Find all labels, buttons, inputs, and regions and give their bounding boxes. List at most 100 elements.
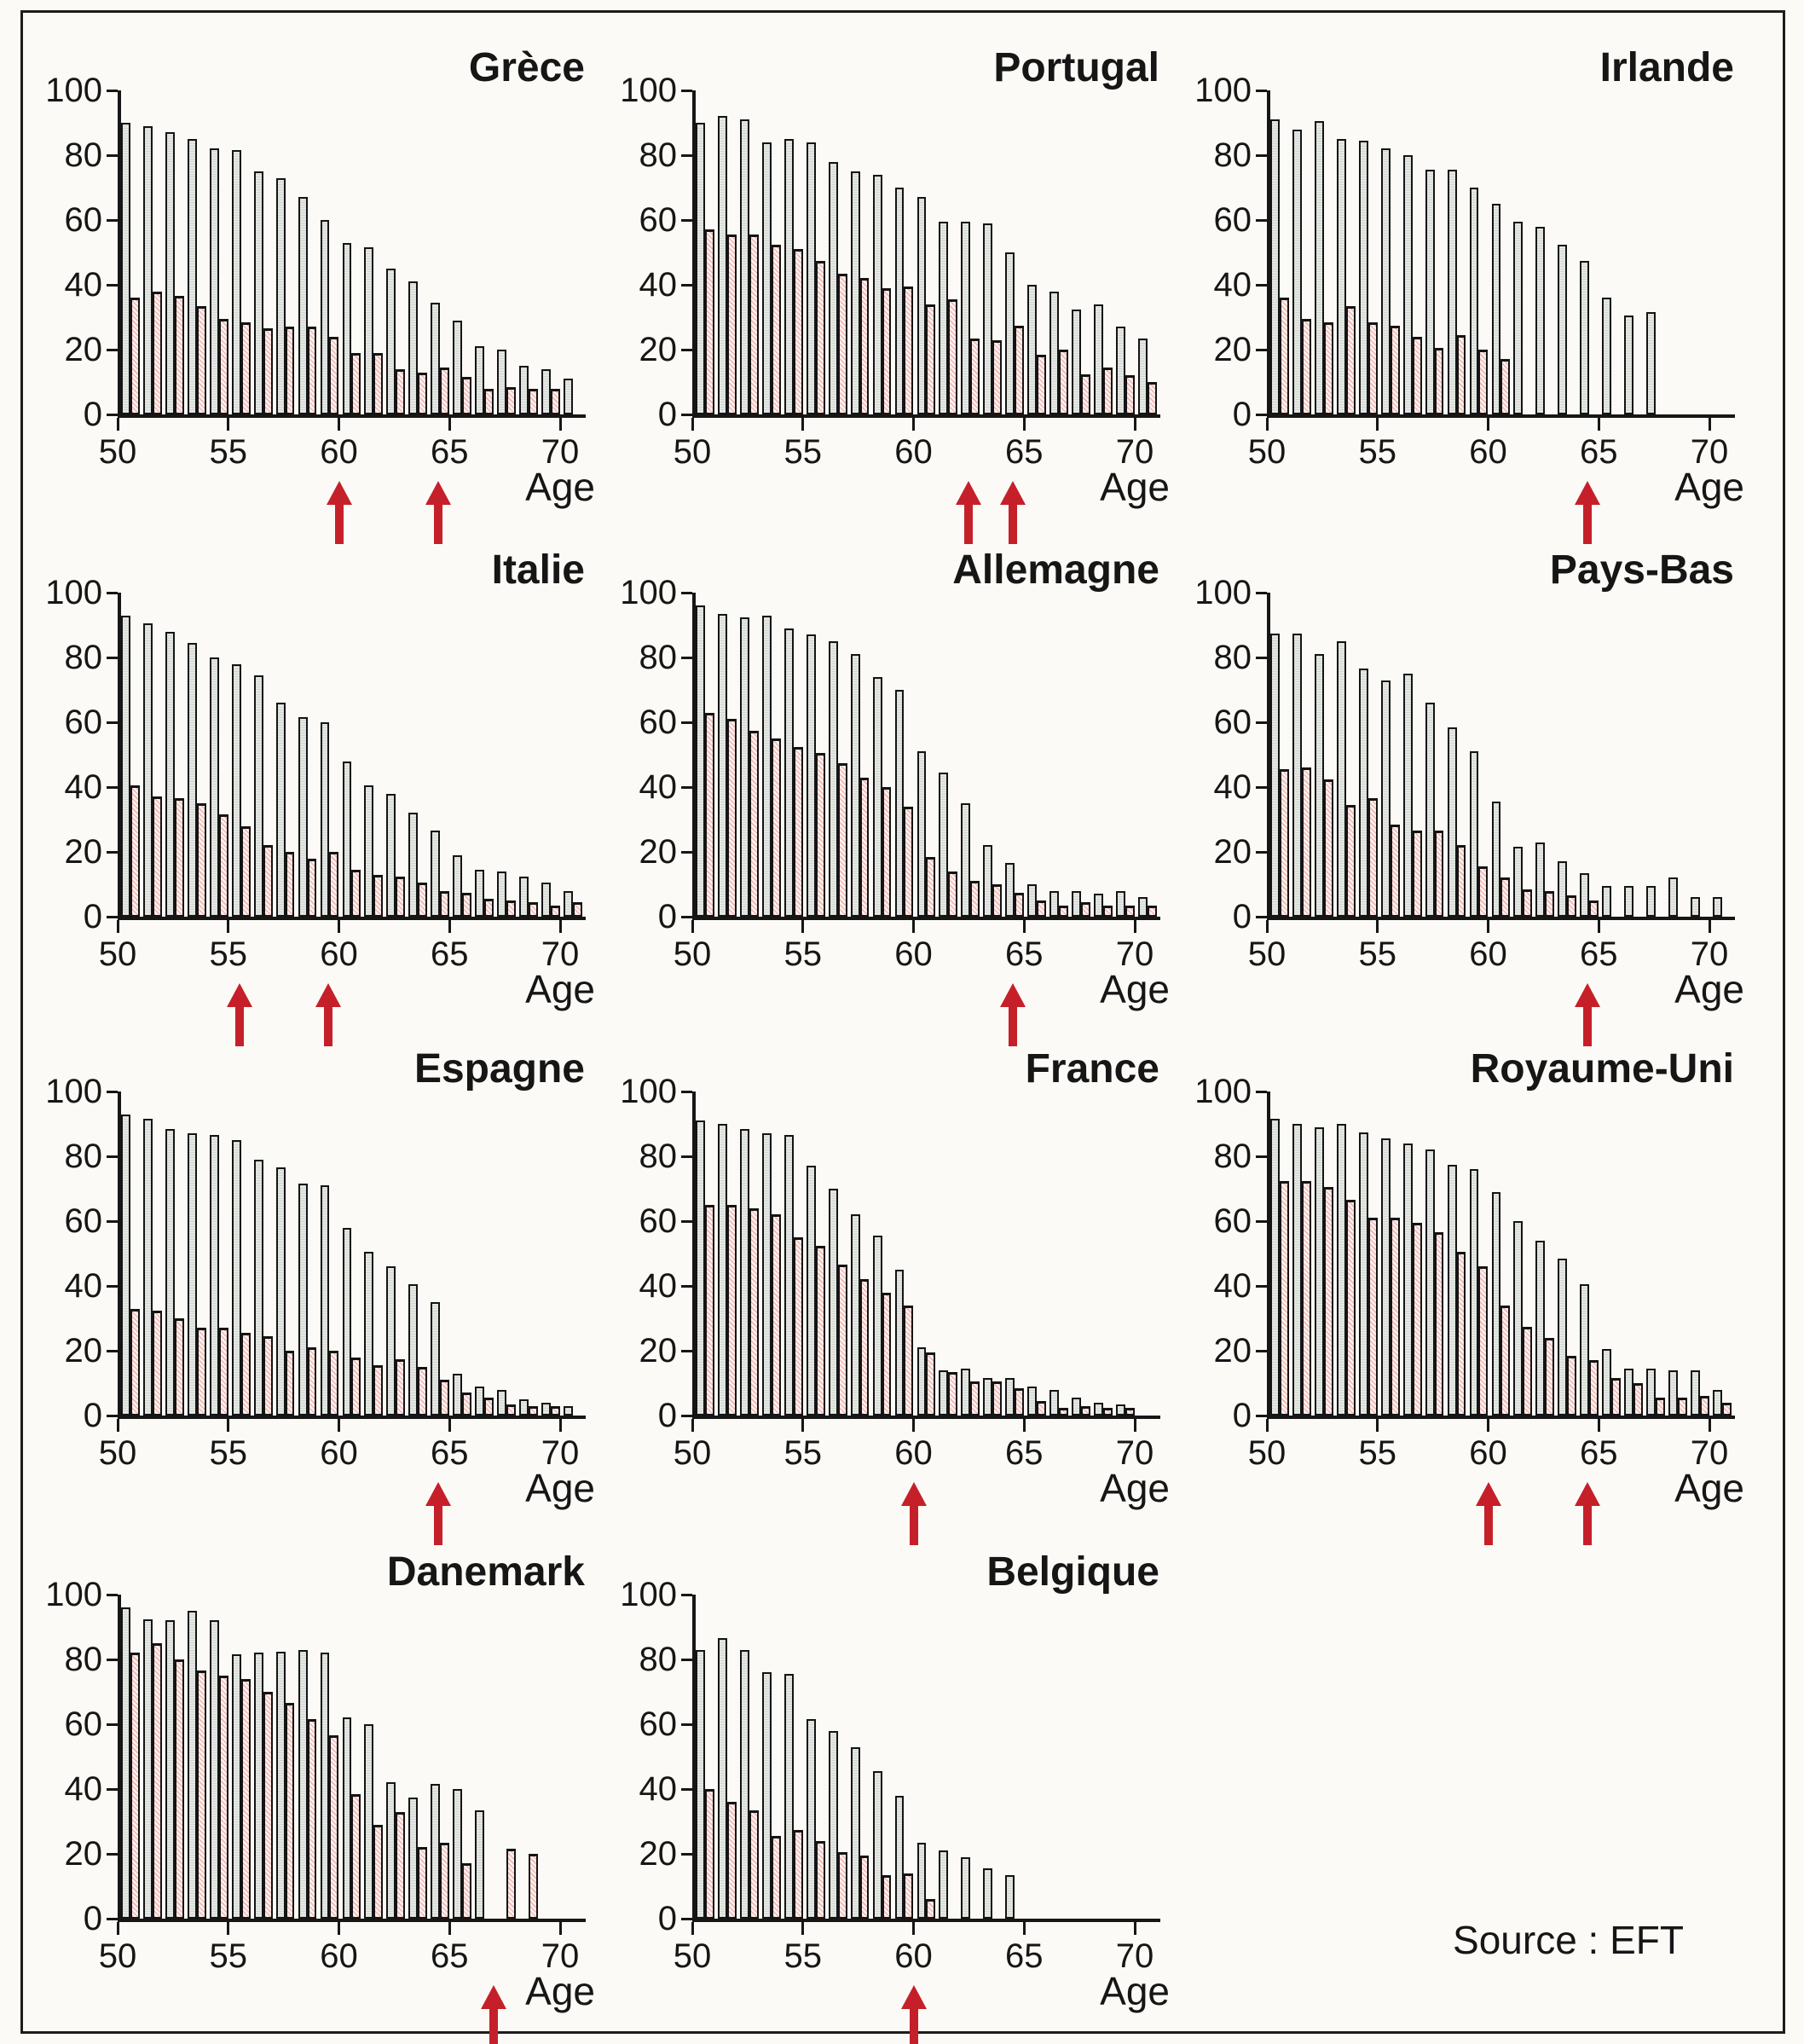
bar-gray	[1314, 1126, 1324, 1416]
y-tick-mark	[1256, 1414, 1267, 1417]
x-tick-label: 50	[673, 1434, 712, 1472]
bar-pink	[1699, 1396, 1709, 1416]
bar-gray	[342, 761, 352, 917]
bar-pink	[926, 304, 936, 414]
bar-pink	[1279, 1180, 1289, 1416]
y-tick-mark	[681, 283, 692, 287]
bar-gray	[431, 1302, 441, 1416]
y-tick-mark	[107, 218, 118, 222]
bar-pink	[418, 1367, 428, 1416]
chart-panel-irlande: Irlande 0 20 40 60 80 100 50 55 60 65 70 Age	[1182, 22, 1744, 544]
x-tick-label: 65	[1005, 1434, 1044, 1472]
arrow-head	[326, 481, 352, 505]
y-tick-label: 0	[657, 1900, 677, 1937]
chart-panel-allemagne: Allemagne 0 20 40 60 80 100 50 55 60 65 70 Age	[607, 524, 1170, 1046]
arrow-shaft	[1583, 1506, 1593, 1545]
bar-pink	[1412, 831, 1422, 917]
bar-pink	[1589, 1360, 1599, 1416]
bar-gray	[231, 1140, 241, 1416]
bar-gray	[1691, 1369, 1700, 1416]
chart-title: Irlande	[1599, 45, 1734, 90]
bar-gray	[187, 642, 197, 917]
bar-pink	[815, 753, 825, 917]
bar-gray	[1491, 204, 1501, 414]
chart-panel-pays-bas: Pays-Bas 0 20 40 60 80 100 50 55 60 65 70 Age	[1182, 524, 1744, 1046]
bar-pink	[1500, 359, 1511, 414]
bar-gray	[1646, 885, 1657, 917]
x-tick-label: 65	[431, 935, 469, 973]
bar-gray	[717, 116, 727, 414]
bar-pink	[1147, 382, 1157, 414]
bar-pink	[506, 1404, 516, 1416]
bar-gray	[1116, 1404, 1125, 1416]
bar-gray	[386, 1782, 396, 1919]
x-tick-mark	[558, 920, 562, 933]
x-tick-label: 60	[320, 1434, 358, 1472]
age-axis-label: Age	[1100, 465, 1170, 509]
bar-gray	[828, 1730, 838, 1919]
bar-gray	[187, 1611, 197, 1919]
bar-pink	[1015, 892, 1025, 917]
bar-gray	[1668, 877, 1679, 917]
y-tick-mark	[107, 1219, 118, 1223]
y-tick-mark	[1256, 218, 1267, 222]
bar-pink	[373, 1824, 384, 1919]
bar-gray	[275, 177, 286, 414]
bar-gray	[894, 1795, 905, 1919]
y-tick-label: 20	[639, 1332, 678, 1369]
y-tick-label: 40	[639, 1267, 678, 1305]
x-tick-mark	[558, 1922, 562, 1935]
x-tick-label: 60	[1469, 433, 1507, 471]
bar-gray	[1336, 641, 1346, 917]
bar-gray	[342, 242, 352, 414]
bar-gray	[165, 1620, 175, 1919]
bar-pink	[1412, 336, 1422, 414]
bar-pink	[152, 1310, 162, 1416]
y-tick-mark	[107, 1852, 118, 1856]
bar-gray	[939, 772, 949, 917]
y-tick-label: 80	[639, 639, 678, 676]
bar-gray	[187, 139, 197, 414]
bar-pink	[1567, 895, 1577, 917]
bar-pink	[307, 1719, 317, 1919]
bar-pink	[1390, 325, 1400, 414]
y-tick-label: 80	[1213, 136, 1252, 174]
bar-pink	[218, 814, 228, 917]
bar-gray	[1380, 680, 1391, 917]
bar-pink	[1390, 824, 1400, 917]
bar-gray	[739, 1649, 749, 1919]
bar-pink	[1478, 866, 1489, 917]
bar-pink	[130, 1308, 140, 1416]
bar-pink	[1456, 1252, 1466, 1416]
bar-gray	[983, 1868, 993, 1919]
y-tick-mark	[107, 785, 118, 789]
x-tick-label: 65	[431, 433, 469, 471]
x-tick-mark	[1133, 418, 1136, 431]
bar-gray	[806, 1719, 816, 1919]
bar-pink	[462, 377, 472, 414]
bar-gray	[1668, 1369, 1679, 1416]
y-tick-mark	[681, 1349, 692, 1352]
bar-pink	[1500, 1305, 1511, 1416]
bar-gray	[364, 785, 374, 917]
y-tick-label: 0	[83, 1397, 102, 1434]
bar-gray	[121, 615, 130, 917]
bar-gray	[806, 142, 816, 414]
y-tick-mark	[681, 1787, 692, 1791]
bar-gray	[696, 123, 705, 414]
bar-gray	[142, 1618, 153, 1919]
bar-pink	[992, 339, 1003, 414]
bar-pink	[263, 1335, 273, 1416]
bar-gray	[165, 1128, 175, 1416]
bar-gray	[850, 654, 860, 917]
bar-pink	[992, 1381, 1003, 1416]
bar-gray	[872, 676, 882, 917]
bar-gray	[828, 641, 838, 917]
bar-pink	[904, 1305, 914, 1416]
x-tick-label: 70	[541, 1434, 580, 1472]
retirement-age-arrow	[999, 481, 1026, 546]
x-tick-label: 70	[1115, 935, 1154, 973]
bar-gray	[783, 139, 794, 414]
bar-gray	[939, 221, 949, 414]
retirement-age-arrow	[425, 1482, 452, 1547]
